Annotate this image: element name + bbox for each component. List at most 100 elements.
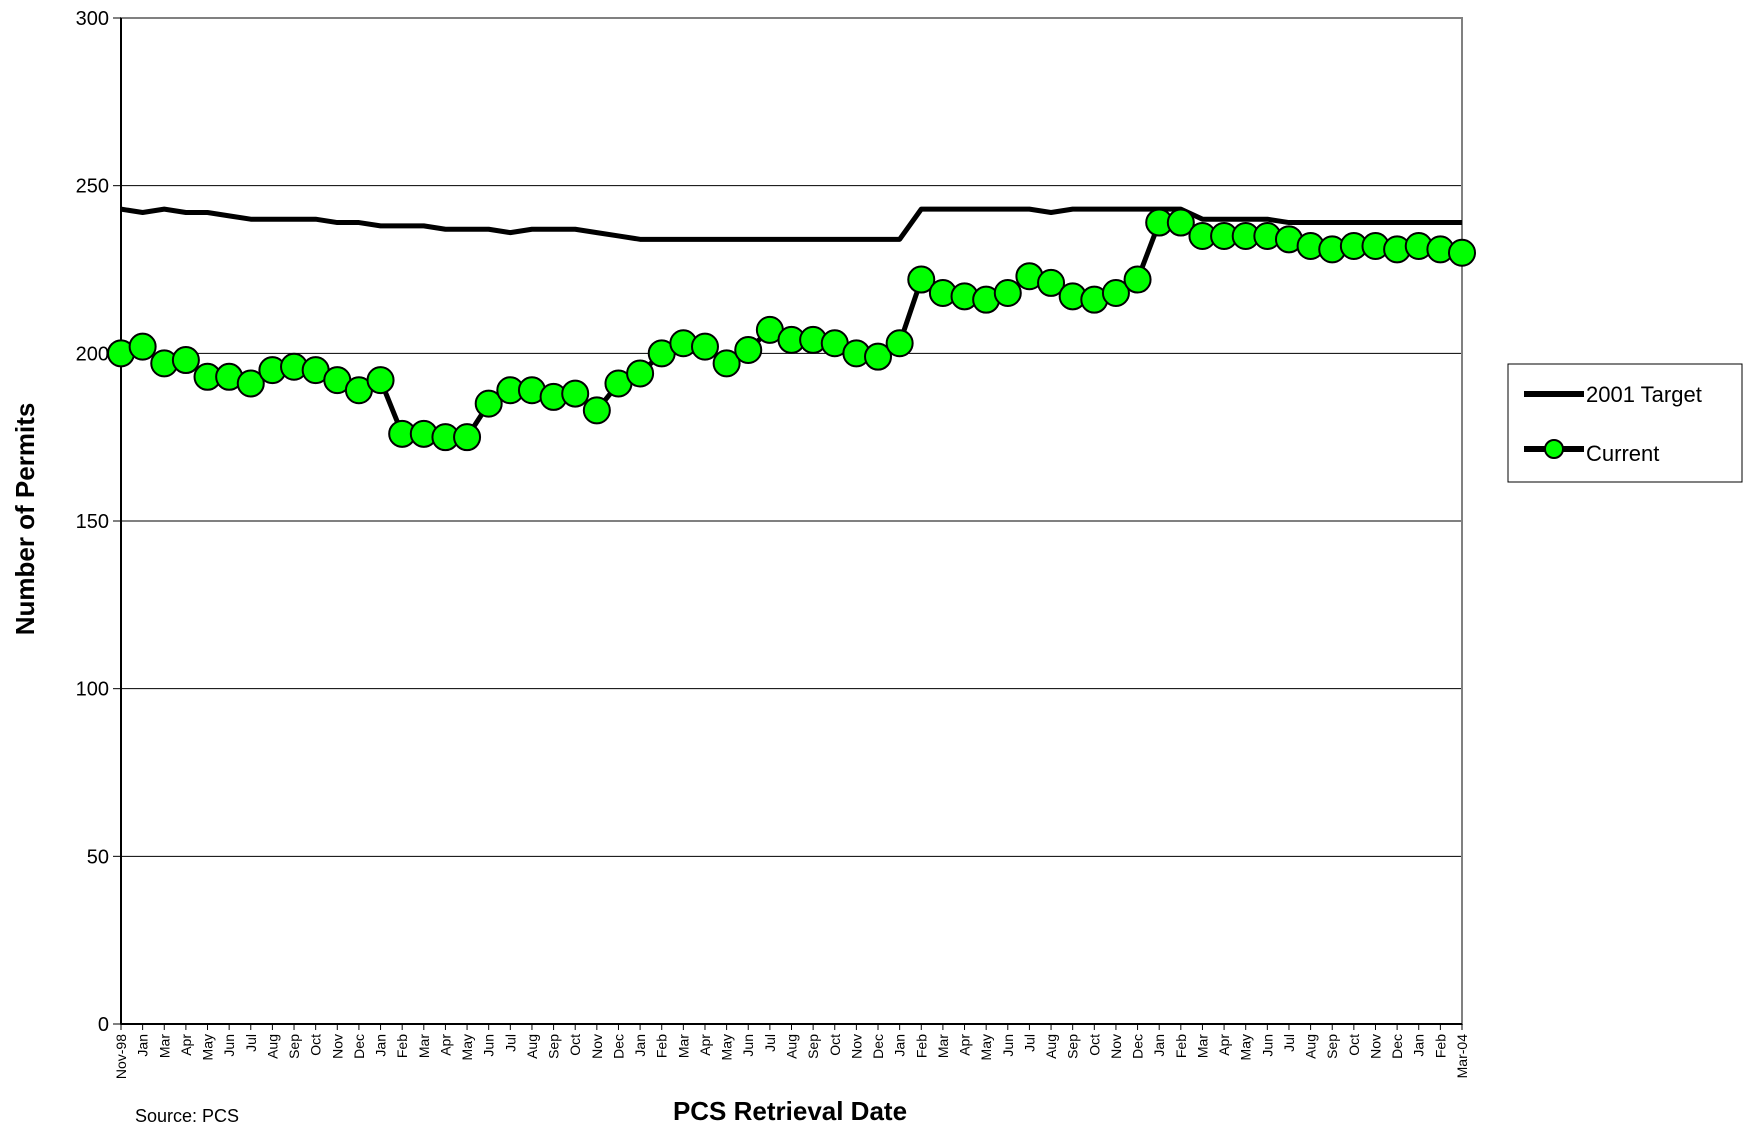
x-tick-label: Feb: [394, 1034, 410, 1058]
x-tick-label: Oct: [567, 1034, 583, 1056]
x-tick-label: Sep: [805, 1034, 821, 1059]
x-tick-label: Mar: [416, 1034, 432, 1058]
x-tick-label: May: [978, 1034, 994, 1060]
data-point-current: [474, 389, 503, 418]
y-tick-label: 200: [76, 343, 109, 365]
x-tick-label: Jul: [1281, 1034, 1297, 1052]
legend-label-current: Current: [1586, 441, 1659, 466]
data-point-current: [582, 396, 611, 425]
data-point-current: [453, 423, 482, 452]
legend-marker-current: [1544, 439, 1564, 459]
x-tick-label: May: [1238, 1034, 1254, 1060]
x-tick-label: Dec: [1130, 1034, 1146, 1059]
x-tick-label: Apr: [178, 1034, 194, 1056]
y-tick-label: 300: [76, 8, 109, 30]
x-tick-label: Jun: [740, 1034, 756, 1057]
x-tick-label: Mar: [675, 1034, 691, 1058]
x-tick-label: Dec: [1389, 1034, 1405, 1059]
x-tick-label: Feb: [1432, 1034, 1448, 1058]
x-tick-label: Nov: [1108, 1034, 1124, 1059]
x-tick-label: Oct: [827, 1034, 843, 1056]
x-tick-label: Nov-98: [113, 1034, 129, 1079]
x-axis: Nov-98 Jan Mar Apr May Jun Jul Aug Sep Oct Nov Dec J…: [113, 18, 1470, 1079]
data-point-current: [626, 359, 655, 388]
x-tick-label: Jan: [1151, 1034, 1167, 1057]
x-tick-label: Mar-04: [1454, 1034, 1470, 1079]
x-tick-label: May: [200, 1034, 216, 1060]
data-point-current: [1448, 238, 1476, 267]
y-tick-label: 250: [76, 176, 109, 198]
x-tick-label: Nov: [848, 1034, 864, 1059]
y-tick-label: 50: [87, 846, 109, 868]
y-axis-title: Number of Permits: [10, 403, 40, 636]
x-tick-label: Jan: [135, 1034, 151, 1057]
data-point-current: [1123, 265, 1152, 294]
x-tick-label: Aug: [1303, 1034, 1319, 1059]
x-tick-label: Jun: [481, 1034, 497, 1057]
data-point-current: [1037, 268, 1066, 297]
x-tick-label: Sep: [1065, 1034, 1081, 1059]
x-tick-label: Jul: [762, 1034, 778, 1052]
data-point-current: [1101, 278, 1130, 307]
x-tick-label: Jun: [1259, 1034, 1275, 1057]
data-point-current: [993, 278, 1022, 307]
x-tick-label: Sep: [286, 1034, 302, 1059]
x-tick-label: Jul: [243, 1034, 259, 1052]
data-point-current: [1166, 208, 1195, 237]
gridlines: [121, 17, 1462, 857]
data-point-current: [885, 329, 914, 358]
x-tick-label: Jan: [373, 1034, 389, 1057]
y-tick-label: 100: [76, 679, 109, 701]
x-tick-label: Nov: [329, 1034, 345, 1059]
y-tick-label: 150: [76, 511, 109, 533]
x-tick-label: Apr: [957, 1034, 973, 1056]
data-point-current: [128, 332, 157, 361]
data-point-current: [734, 335, 763, 364]
x-tick-label: Mar: [156, 1034, 172, 1058]
x-tick-label: Jan: [632, 1034, 648, 1057]
x-tick-label: Dec: [351, 1034, 367, 1059]
x-tick-label: Oct: [308, 1034, 324, 1056]
x-tick-label: Jul: [502, 1034, 518, 1052]
legend-label-target: 2001 Target: [1586, 382, 1702, 407]
data-point-current: [171, 346, 200, 375]
x-tick-label: Feb: [1173, 1034, 1189, 1058]
x-tick-label: Feb: [913, 1034, 929, 1058]
x-tick-label: May: [719, 1034, 735, 1060]
x-tick-label: Apr: [437, 1034, 453, 1056]
x-tick-label: Mar: [1194, 1034, 1210, 1058]
x-tick-label: May: [459, 1034, 475, 1060]
data-point-current: [366, 366, 395, 395]
series-layer: [107, 206, 1476, 452]
x-tick-label: Mar: [935, 1034, 951, 1058]
x-tick-label: Apr: [1216, 1034, 1232, 1056]
data-point-current: [236, 369, 265, 398]
x-tick-label: Jan: [892, 1034, 908, 1057]
x-tick-label: Jun: [221, 1034, 237, 1057]
x-tick-label: Oct: [1346, 1034, 1362, 1056]
legend-box: [1507, 363, 1743, 483]
x-tick-label: Aug: [1043, 1034, 1059, 1059]
x-tick-label: Nov: [589, 1034, 605, 1059]
x-tick-label: Dec: [870, 1034, 886, 1059]
x-tick-label: Aug: [784, 1034, 800, 1059]
x-tick-label: Aug: [264, 1034, 280, 1059]
x-tick-label: Apr: [697, 1034, 713, 1056]
y-tick-label: 0: [98, 1014, 109, 1036]
x-axis-title: PCS Retrieval Date: [673, 1096, 907, 1126]
series-line-2001-target: [120, 206, 1462, 242]
source-note: Source: PCS: [135, 1106, 239, 1126]
x-tick-label: Sep: [546, 1034, 562, 1059]
x-tick-label: Oct: [1086, 1034, 1102, 1056]
data-point-current: [561, 379, 590, 408]
x-tick-label: Dec: [610, 1034, 626, 1059]
data-point-current: [690, 332, 719, 361]
x-tick-label: Nov: [1367, 1034, 1383, 1059]
x-tick-label: Aug: [524, 1034, 540, 1059]
x-tick-label: Feb: [654, 1034, 670, 1058]
y-axis: 0 50 100 150 200 250 300: [76, 8, 121, 1036]
x-tick-label: Jan: [1411, 1034, 1427, 1057]
x-tick-label: Sep: [1324, 1034, 1340, 1059]
data-point-current: [864, 342, 893, 371]
